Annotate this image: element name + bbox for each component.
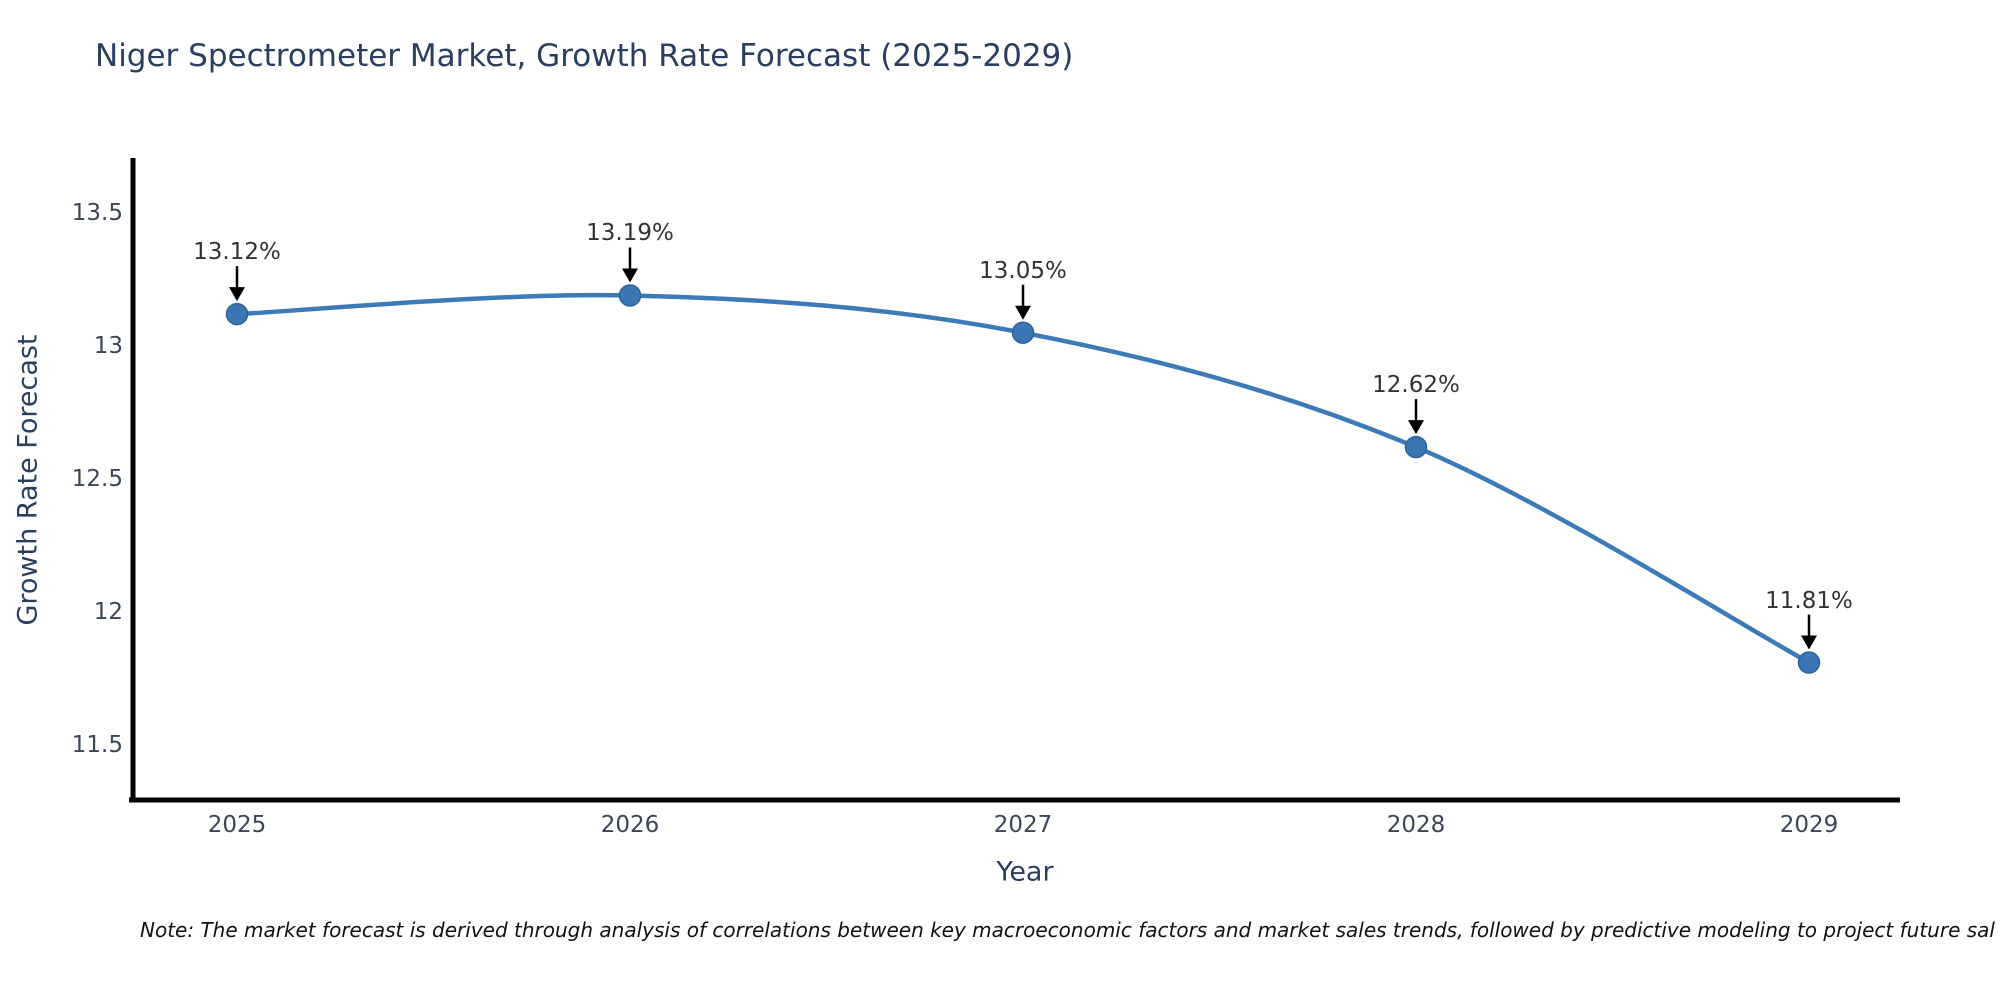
forecast-spline-line (234, 292, 1812, 665)
x-tick-label: 2026 (600, 812, 660, 838)
y-tick-label: 13.5 (71, 200, 123, 226)
annotation-arrow-head (622, 268, 638, 283)
footnote: Note: The market forecast is derived thr… (140, 918, 1995, 942)
y-tick-label: 12 (93, 599, 123, 625)
annotation-arrow-head (1015, 305, 1031, 320)
x-tick-label: 2025 (207, 812, 267, 838)
data-point-marker (1404, 435, 1428, 459)
annotation-arrow-head (229, 287, 245, 302)
chart-title: Niger Spectrometer Market, Growth Rate F… (95, 38, 1074, 74)
annotation-label: 13.05% (979, 257, 1067, 284)
y-tick-label: 11.5 (71, 732, 123, 758)
annotation-label: 13.19% (586, 220, 674, 247)
x-axis-title: Year (996, 856, 1054, 888)
y-axis-title: Growth Rate Forecast (12, 334, 44, 626)
x-tick-label: 2029 (1779, 812, 1839, 838)
annotation-label: 13.12% (193, 239, 281, 266)
data-point-marker (1011, 321, 1035, 344)
data-point-marker (1797, 651, 1821, 674)
annotation-arrow-head (1408, 420, 1424, 435)
data-point-marker (225, 302, 249, 326)
x-tick-label: 2027 (993, 812, 1053, 838)
y-tick-label: 13 (93, 333, 123, 359)
annotation-label: 12.62% (1372, 372, 1460, 399)
annotation-arrow-head (1801, 635, 1817, 650)
x-tick-label: 2028 (1386, 812, 1446, 838)
annotation-label: 11.81% (1765, 587, 1853, 614)
y-tick-label: 12.5 (71, 466, 123, 492)
data-point-marker (618, 284, 642, 307)
